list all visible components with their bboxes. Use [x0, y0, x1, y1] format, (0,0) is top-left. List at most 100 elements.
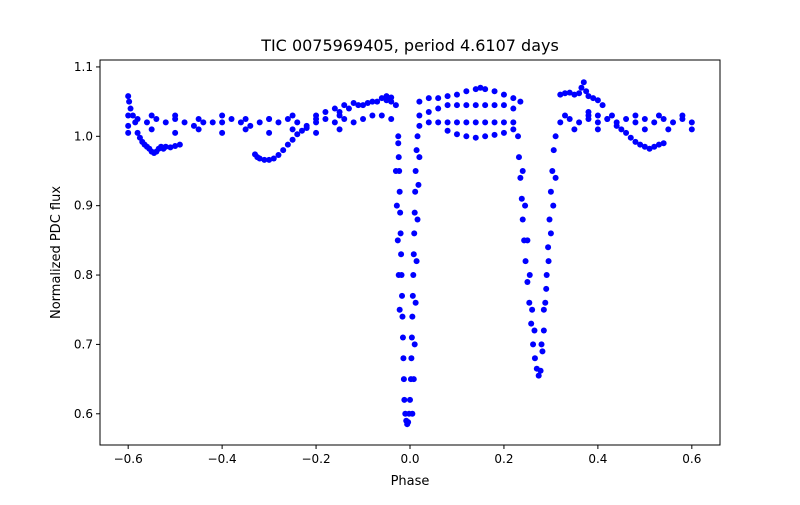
- data-point: [313, 129, 320, 136]
- data-point: [670, 119, 677, 126]
- data-point: [369, 98, 376, 105]
- data-point: [153, 115, 160, 122]
- data-point: [562, 112, 568, 119]
- data-point: [388, 115, 395, 122]
- chart-title: TIC 0075969405, period 4.6107 days: [260, 36, 559, 55]
- data-point: [284, 115, 291, 122]
- data-point: [411, 209, 418, 216]
- data-point: [552, 174, 559, 181]
- data-point: [181, 119, 188, 126]
- data-point: [651, 119, 658, 126]
- data-point: [256, 155, 263, 162]
- data-point: [688, 119, 695, 126]
- data-point: [270, 155, 277, 162]
- data-point: [167, 144, 174, 151]
- data-point: [355, 102, 362, 109]
- data-point: [528, 320, 535, 327]
- data-point: [413, 258, 420, 265]
- x-tick-label: −0.2: [301, 452, 330, 466]
- data-point: [336, 109, 343, 116]
- data-point: [405, 419, 412, 426]
- data-point: [275, 152, 282, 159]
- x-tick-label: −0.4: [208, 452, 237, 466]
- data-point: [482, 133, 489, 140]
- data-point: [336, 126, 343, 133]
- data-point: [398, 251, 405, 258]
- data-point: [148, 112, 155, 119]
- data-point: [383, 97, 390, 104]
- data-point: [515, 133, 522, 140]
- data-point: [500, 129, 507, 136]
- data-point: [425, 95, 432, 102]
- data-point: [594, 119, 601, 126]
- data-point: [517, 98, 524, 105]
- data-point: [397, 230, 404, 237]
- data-point: [519, 216, 526, 223]
- data-point: [531, 327, 538, 334]
- data-point: [524, 278, 531, 285]
- data-point: [410, 272, 417, 279]
- data-point: [396, 188, 403, 195]
- data-point: [414, 216, 421, 223]
- data-point: [294, 131, 301, 138]
- data-point: [578, 84, 585, 91]
- data-point: [660, 115, 667, 122]
- data-point: [298, 127, 305, 134]
- data-point: [517, 174, 524, 181]
- data-point: [400, 376, 407, 383]
- data-point: [172, 112, 179, 119]
- data-point: [350, 119, 357, 126]
- data-point: [550, 202, 557, 209]
- data-point: [364, 100, 371, 107]
- data-point: [413, 147, 420, 154]
- data-point: [557, 119, 564, 126]
- data-point: [510, 119, 517, 126]
- data-point: [284, 141, 291, 148]
- data-point: [294, 119, 301, 126]
- data-point: [388, 94, 395, 101]
- data-point: [378, 95, 385, 102]
- y-tick-label: 0.6: [74, 407, 93, 421]
- data-point: [542, 299, 549, 306]
- data-point: [444, 127, 451, 134]
- data-point: [414, 133, 421, 140]
- data-point: [632, 138, 639, 145]
- data-point: [280, 147, 287, 154]
- data-point: [195, 126, 202, 133]
- data-point: [537, 367, 544, 374]
- data-point: [289, 136, 296, 143]
- data-point: [176, 141, 183, 148]
- data-point: [641, 126, 648, 133]
- data-point: [665, 126, 672, 133]
- data-point: [127, 105, 134, 112]
- data-point: [660, 140, 667, 147]
- data-point: [618, 126, 625, 133]
- data-point: [491, 131, 498, 138]
- data-point: [190, 122, 197, 129]
- data-point: [125, 112, 132, 119]
- data-point: [655, 141, 662, 148]
- data-point: [444, 93, 451, 100]
- data-point: [688, 126, 695, 133]
- data-point: [472, 102, 479, 109]
- data-point: [303, 124, 310, 131]
- data-point: [529, 306, 536, 313]
- data-point: [395, 272, 402, 279]
- data-point: [539, 348, 546, 355]
- data-points: [125, 79, 695, 428]
- data-point: [491, 119, 498, 126]
- data-point: [526, 299, 533, 306]
- data-point: [322, 115, 329, 122]
- data-point: [148, 126, 155, 133]
- data-point: [411, 341, 418, 348]
- data-point: [369, 112, 376, 119]
- data-point: [410, 376, 417, 383]
- data-point: [162, 143, 169, 150]
- data-point: [463, 88, 470, 95]
- data-point: [530, 341, 537, 348]
- data-point: [378, 112, 385, 119]
- data-point: [590, 95, 597, 102]
- data-point: [408, 334, 415, 341]
- x-tick-label: −0.6: [114, 452, 143, 466]
